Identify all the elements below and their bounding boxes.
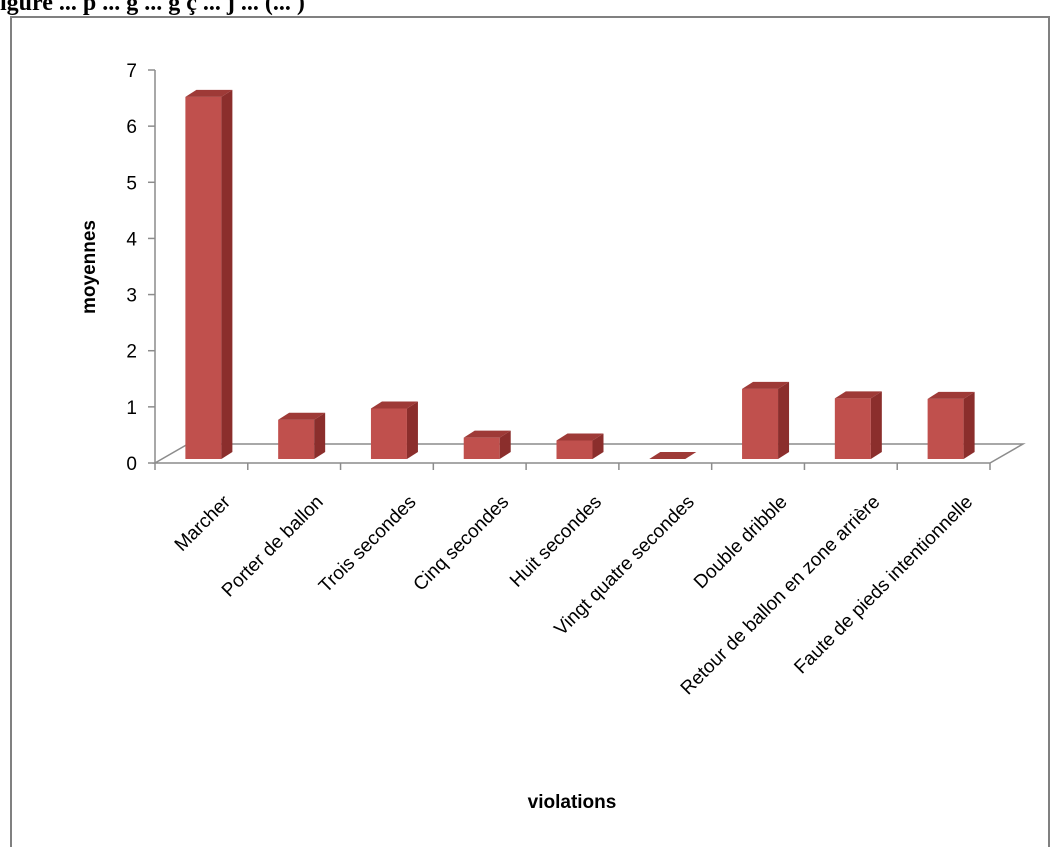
figure-caption-text: igure ... p ... g ... g ç ... j ... (...… [0, 0, 305, 16]
x-tick-label: Cinq secondes [410, 492, 514, 596]
bars [154, 89, 991, 470]
y-tick-label: 1 [126, 398, 137, 419]
bar [370, 401, 418, 459]
y-axis: 0 1 2 3 4 5 6 7 [126, 61, 156, 475]
bar-side [778, 381, 790, 459]
y-tick-label: 4 [126, 229, 137, 250]
figure-caption: igure ... p ... g ... g ç ... j ... (...… [0, 0, 1063, 16]
x-tick-label: Marcher [171, 491, 236, 556]
x-tick-label: Porter de ballon [218, 492, 328, 602]
y-tick-label: 2 [126, 342, 137, 363]
bar-top [927, 391, 975, 399]
bar-side [963, 391, 975, 459]
bar [185, 89, 233, 459]
bar-front [834, 398, 871, 459]
bar-top [556, 433, 604, 441]
x-tick-label: Faute de pieds intentionnelle [790, 492, 977, 679]
bar-top [742, 381, 790, 389]
bar-top [185, 89, 233, 97]
bar-top [834, 391, 882, 399]
x-tick-label: Retour de ballon en zone arrière [677, 492, 885, 700]
bar-top [649, 452, 697, 459]
bar [463, 430, 511, 459]
bar [649, 452, 697, 459]
bar [556, 433, 604, 459]
bar [834, 391, 882, 459]
y-tick-label: 3 [126, 286, 137, 307]
bar [278, 412, 326, 459]
y-tick-label: 6 [126, 117, 137, 138]
x-tick-label: Double dribble [690, 492, 791, 593]
x-tick-label: Trois secondes [315, 492, 420, 597]
bar-side [221, 89, 233, 459]
bar-top [278, 412, 326, 420]
x-tick-label: Huit secondes [506, 492, 606, 592]
bar-front [278, 419, 315, 459]
x-axis-title: violations [528, 792, 617, 813]
y-axis-title: moyennes [79, 220, 100, 314]
bar-top [463, 430, 511, 438]
bar-front [185, 96, 222, 459]
bar [927, 391, 975, 459]
bar-front [463, 437, 500, 459]
bar-front [742, 388, 779, 459]
bar-top [370, 401, 418, 409]
bar-side [406, 401, 418, 459]
bar-front [556, 440, 593, 459]
bar-side [314, 412, 326, 459]
y-tick-label: 5 [126, 173, 137, 194]
bar [742, 381, 790, 459]
bar-side [499, 430, 511, 459]
bar-side [870, 391, 882, 459]
bar-front [927, 398, 964, 459]
bar-front [370, 408, 407, 459]
y-tick-label: 7 [126, 61, 137, 82]
bar-side [592, 433, 604, 459]
y-tick-label: 0 [126, 454, 137, 475]
